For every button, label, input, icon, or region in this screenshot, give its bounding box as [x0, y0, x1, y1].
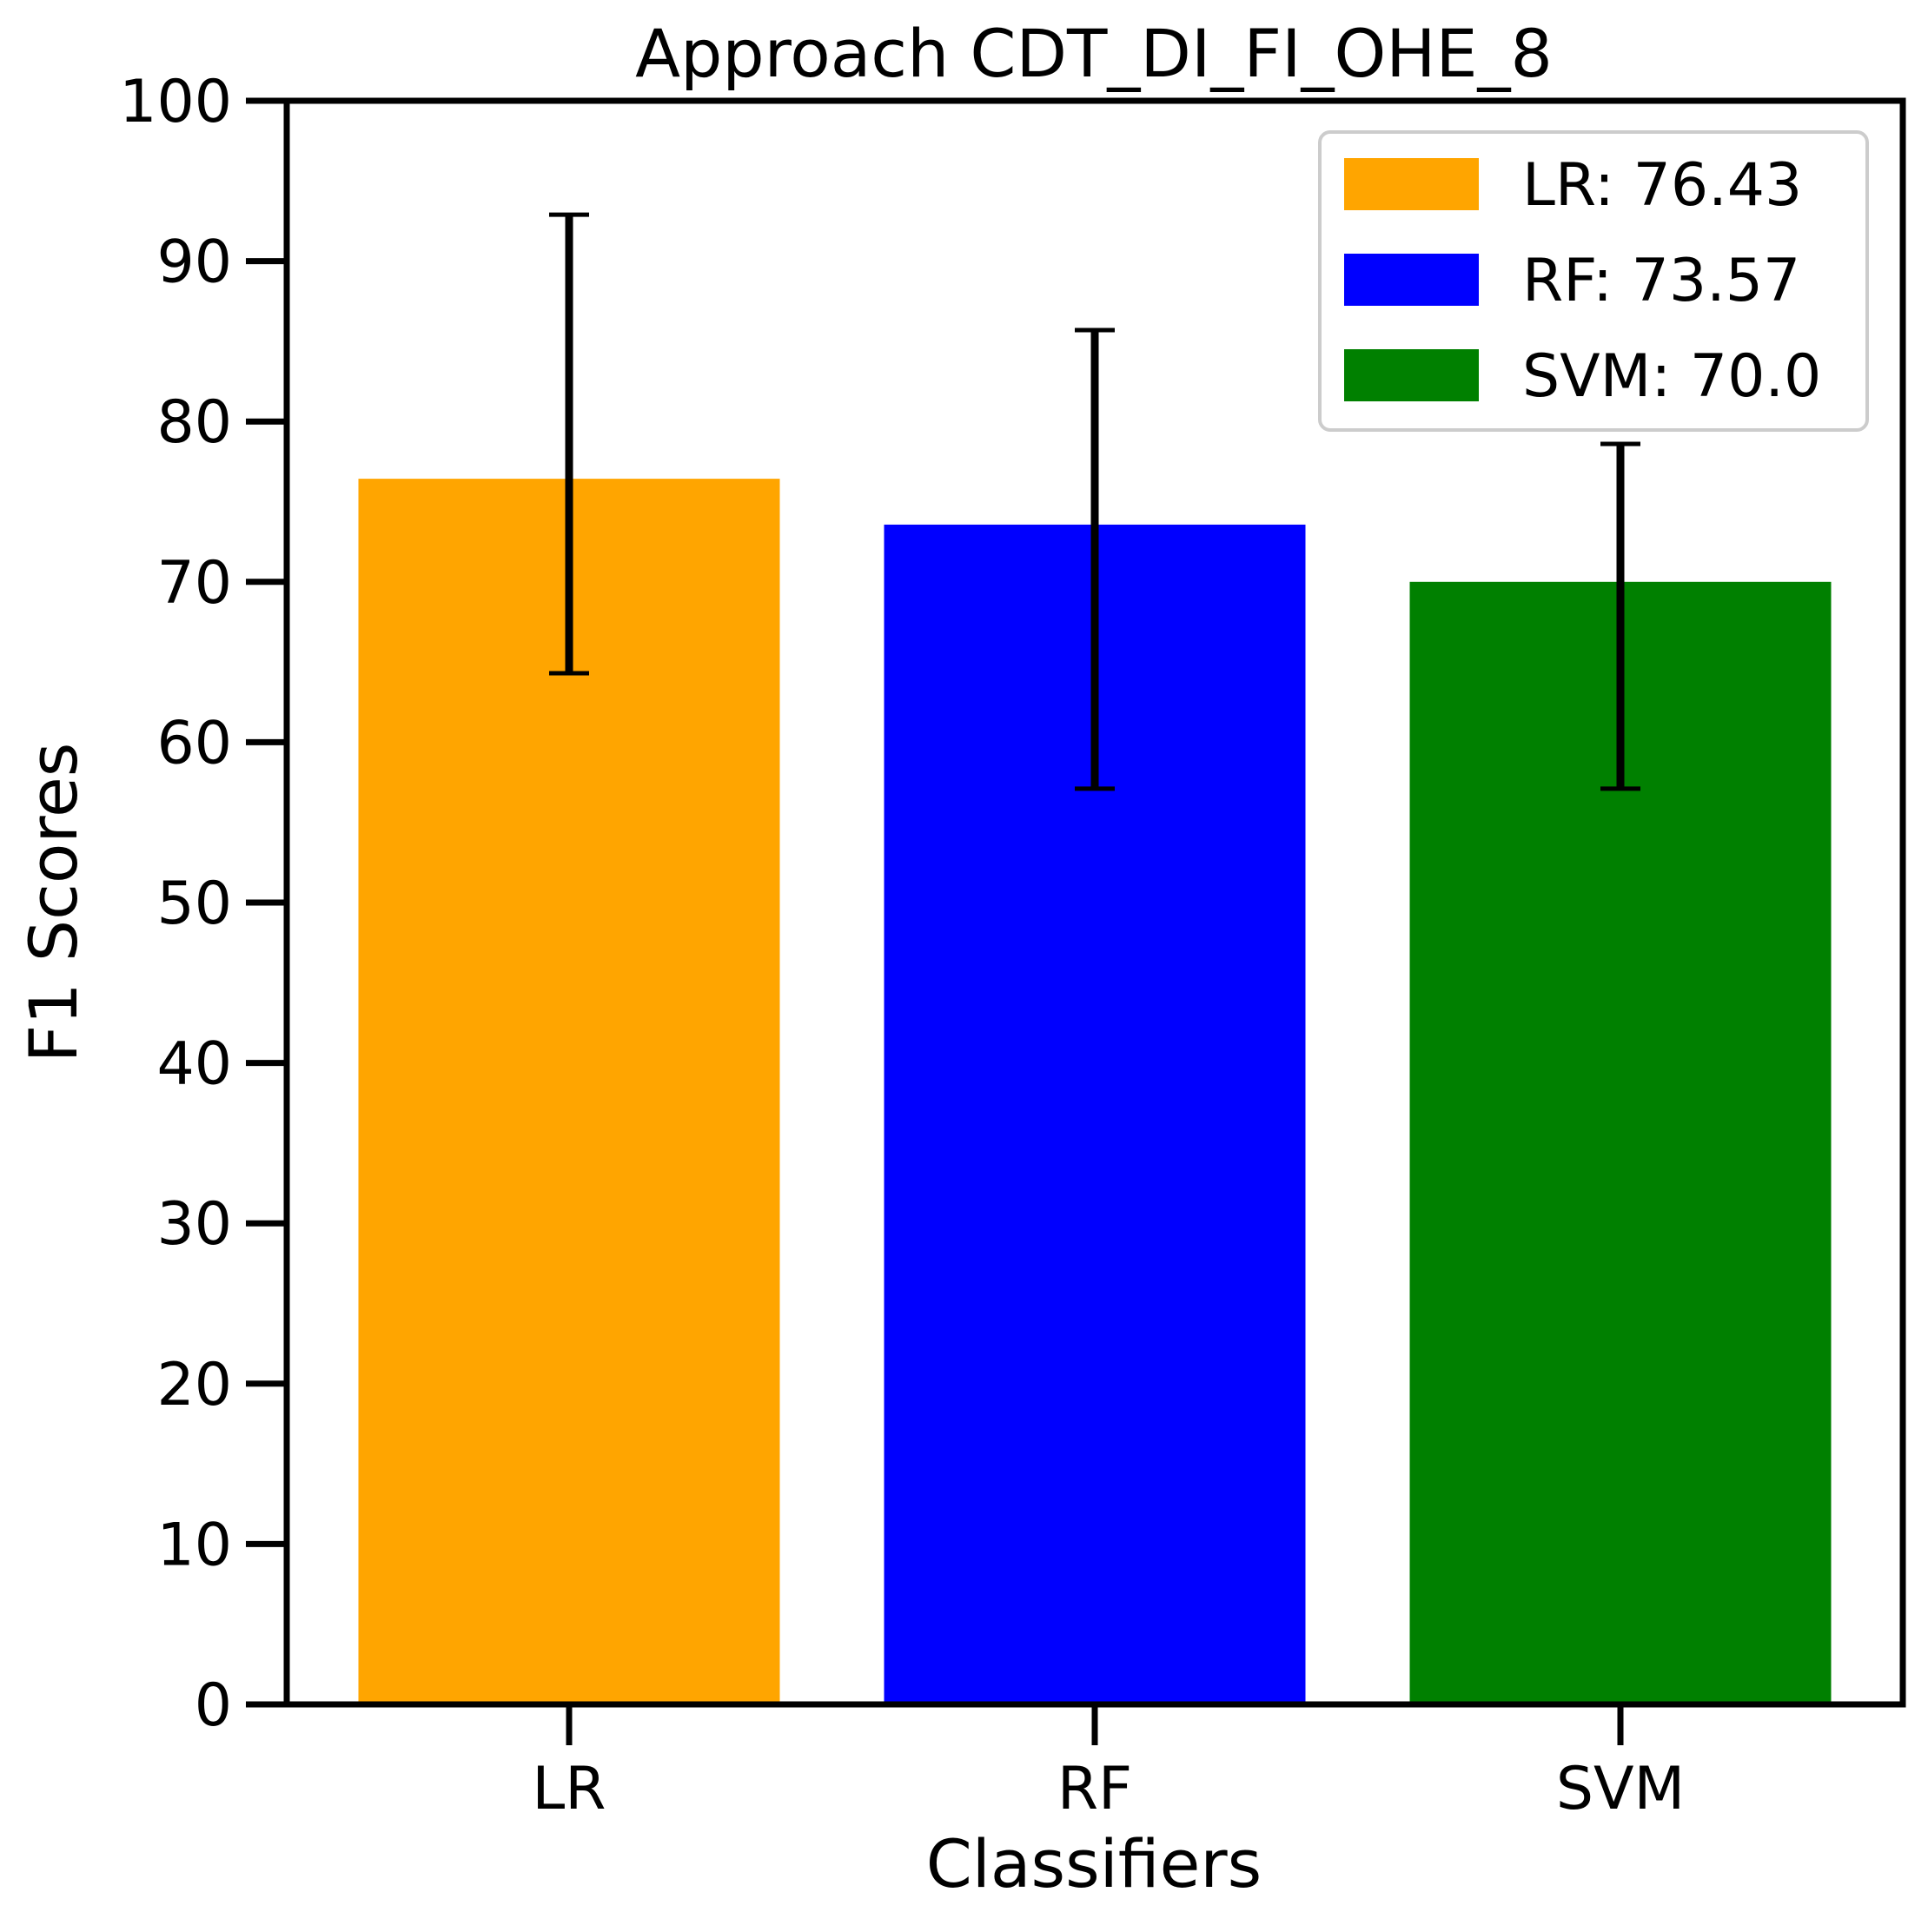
plot-frame — [283, 97, 1906, 1708]
legend-label-svm: SVM: 70.0 — [1522, 342, 1821, 411]
y-axis-label: F1 Scores — [15, 743, 92, 1063]
x-axis-label: Classifiers — [926, 1825, 1262, 1902]
legend-swatch-lr — [1344, 158, 1479, 210]
y-tick-label-60: 60 — [156, 709, 232, 777]
y-tick-label-70: 70 — [156, 549, 232, 618]
y-tick-label-10: 10 — [156, 1511, 232, 1579]
x-tick-label-lr: LR — [532, 1755, 606, 1823]
y-tick-label-50: 50 — [156, 870, 232, 938]
x-tick-label-rf: RF — [1057, 1755, 1132, 1823]
y-tick-label-20: 20 — [156, 1351, 232, 1419]
legend-label-rf: RF: 73.57 — [1522, 247, 1800, 315]
x-axis: LR RF SVM — [532, 1704, 1685, 1823]
y-tick-label-0: 0 — [195, 1671, 232, 1740]
bar-lr — [358, 479, 780, 1704]
y-tick-label-80: 80 — [156, 388, 232, 457]
y-tick-label-90: 90 — [156, 228, 232, 297]
legend-swatch-rf — [1344, 254, 1479, 306]
legend: LR: 76.43 RF: 73.57 SVM: 70.0 — [1318, 130, 1869, 432]
errorbar-layer — [549, 212, 1640, 791]
chart-title: Approach CDT_DI_FI_OHE_8 — [635, 15, 1553, 92]
y-axis: 0 10 20 30 40 50 60 70 80 90 100 — [119, 68, 287, 1740]
y-tick-label-40: 40 — [156, 1030, 232, 1099]
y-tick-label-30: 30 — [156, 1190, 232, 1259]
x-tick-label-svm: SVM — [1556, 1755, 1685, 1823]
legend-swatch-svm — [1344, 349, 1479, 401]
y-tick-label-100: 100 — [119, 68, 232, 136]
legend-label-lr: LR: 76.43 — [1522, 151, 1802, 220]
